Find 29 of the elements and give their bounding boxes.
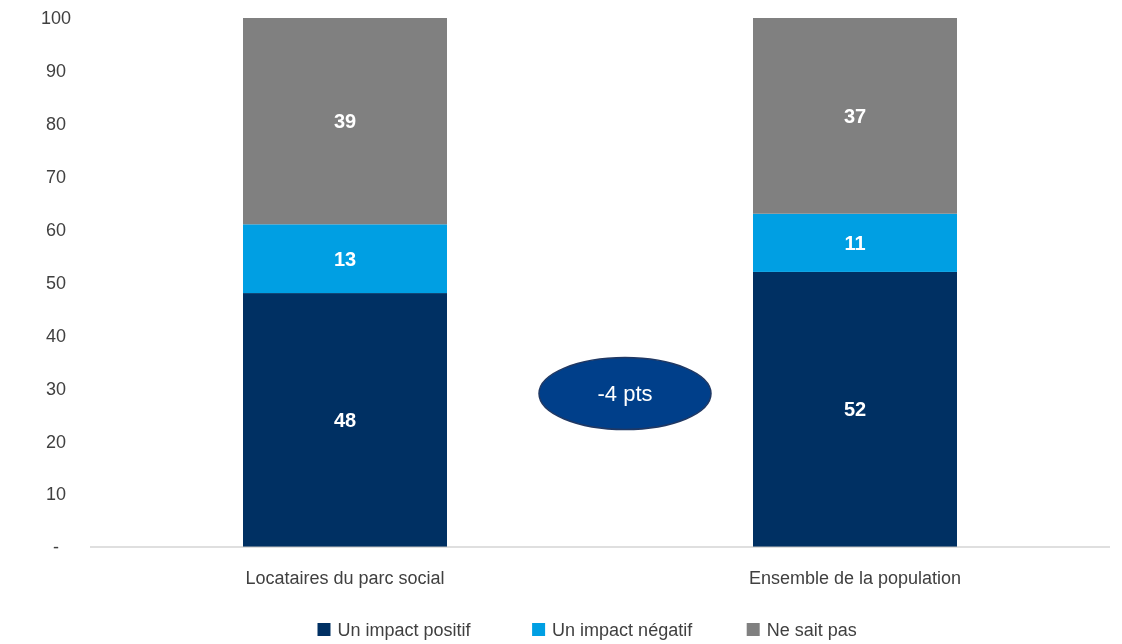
data-label: 39 — [333, 110, 357, 133]
annotation: -4 pts — [597, 381, 653, 407]
legend-label: Ne sait pas — [766, 620, 857, 641]
legend-label: Un impact positif — [337, 620, 472, 641]
y-tick-label: 80 — [45, 114, 67, 135]
data-label: 48 — [333, 409, 357, 432]
bar — [243, 18, 447, 225]
data-label: 37 — [843, 104, 867, 127]
data-label: 13 — [333, 247, 357, 270]
y-tick-label: - — [53, 537, 59, 558]
y-tick-label: 40 — [45, 325, 67, 346]
bar — [243, 293, 447, 547]
bar — [753, 213, 957, 272]
y-tick-label: 20 — [45, 431, 67, 452]
y-tick-label: 30 — [45, 378, 67, 399]
bar — [753, 18, 957, 214]
x-tick-label: Ensemble de la population — [748, 568, 962, 588]
y-tick-label: 10 — [45, 484, 67, 505]
y-tick-label: 60 — [45, 219, 67, 240]
y-tick-label: 70 — [45, 167, 67, 187]
data-label: 11 — [844, 231, 866, 254]
bar — [243, 224, 447, 294]
x-tick-label: Locataires du parc social — [245, 568, 445, 588]
data-label: 52 — [843, 398, 867, 421]
y-tick-label: 90 — [45, 61, 67, 82]
y-tick-label: 100 — [40, 8, 72, 29]
legend-label: Un impact négatif — [552, 620, 694, 641]
y-tick-label: 50 — [45, 272, 67, 293]
bar — [753, 271, 957, 547]
